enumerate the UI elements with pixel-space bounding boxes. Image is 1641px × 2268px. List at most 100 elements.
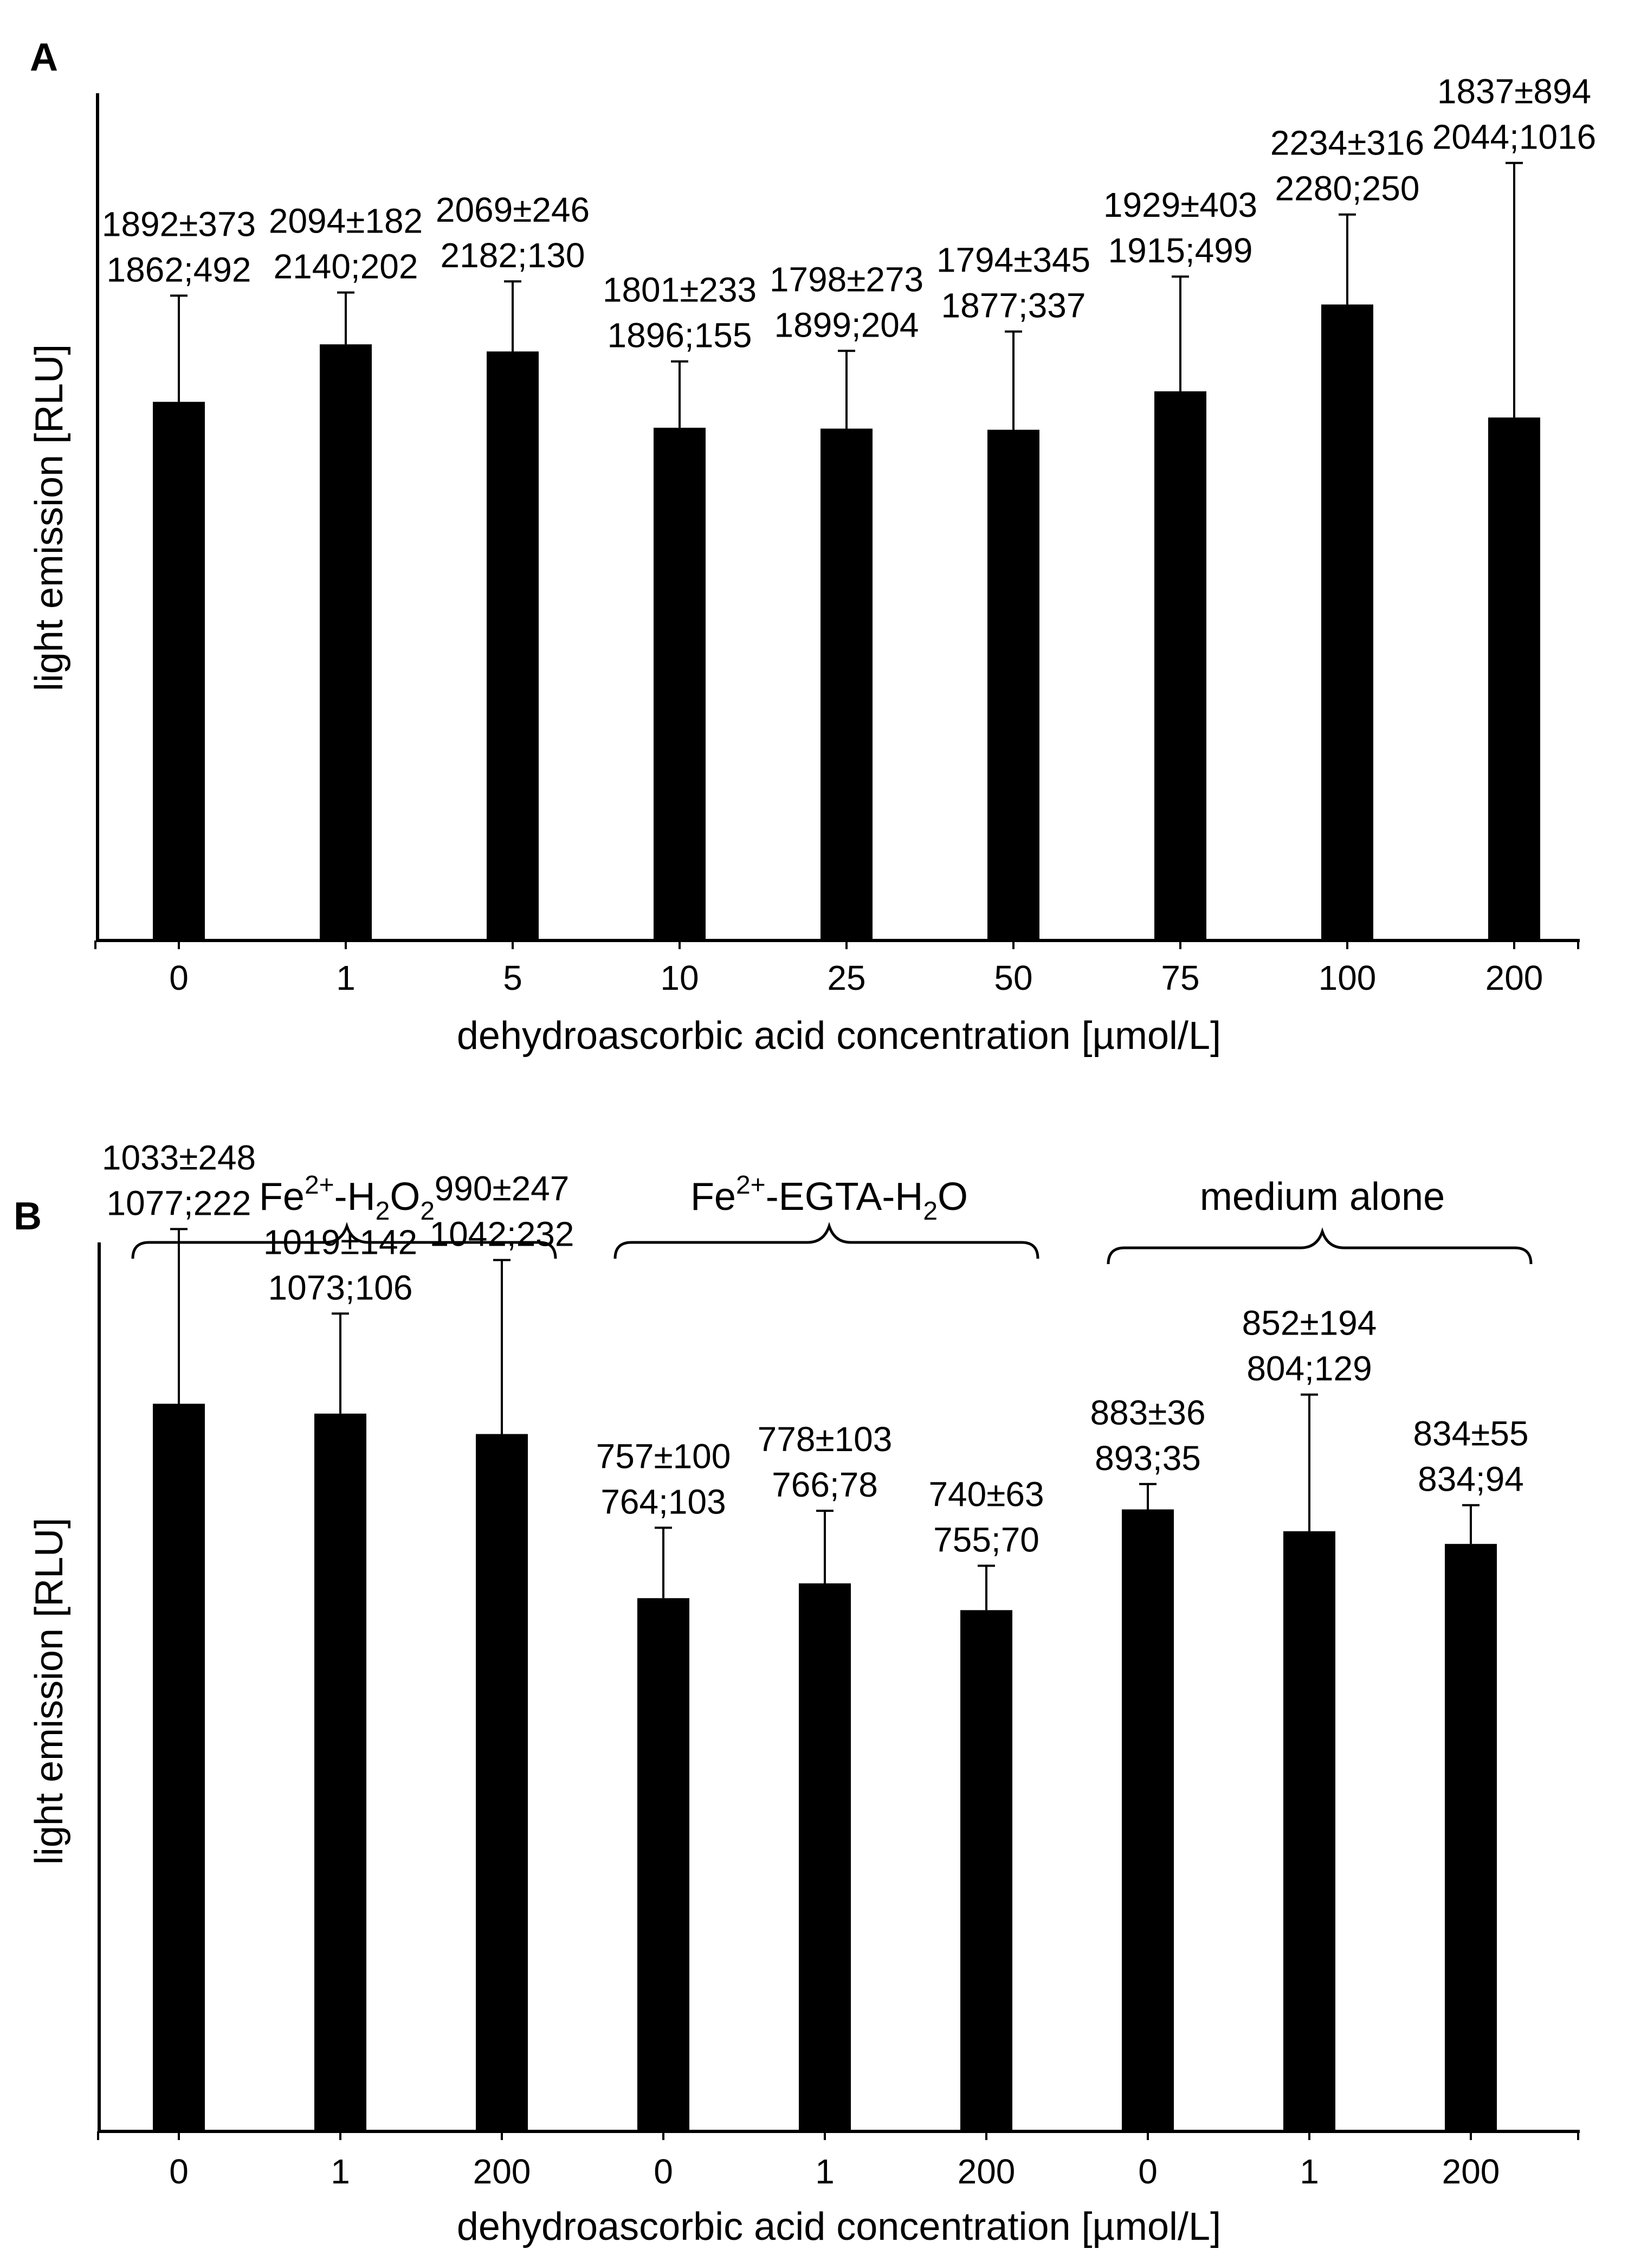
data-label-median-iqr-4: 1899;204: [774, 305, 919, 344]
bar-0: [153, 1403, 205, 2131]
panel-a-error-bars: [170, 162, 1523, 430]
data-label-mean-sd-1: 1019±142: [263, 1222, 417, 1261]
bar-2: [476, 1434, 528, 2131]
data-label-mean-sd-2: 990±247: [435, 1169, 570, 1208]
error-bar-8: [1506, 162, 1523, 418]
error-bar-4: [838, 350, 855, 429]
data-label-mean-sd-7: 852±194: [1242, 1304, 1377, 1343]
error-bar-6: [1172, 275, 1189, 391]
x-tick-label-8: 200: [1442, 2152, 1500, 2191]
bar-4: [799, 1583, 851, 2131]
x-tick-label-3: 10: [660, 958, 699, 997]
bar-7: [1321, 304, 1373, 941]
data-label-median-iqr-8: 2044;1016: [1432, 118, 1597, 157]
x-tick-label-6: 75: [1161, 958, 1199, 997]
x-tick-label-2: 5: [503, 958, 522, 997]
data-label-median-iqr-0: 1862;492: [107, 250, 251, 289]
data-label-median-iqr-3: 764;103: [600, 1482, 726, 1521]
bar-2: [487, 351, 539, 940]
bar-1: [320, 344, 372, 940]
panel-b: B Fe2+-H2O2 Fe2+-EGTA-H2O medium alone 1…: [14, 1138, 1580, 2248]
data-label-mean-sd-5: 1794±345: [936, 241, 1090, 280]
bar-0: [153, 402, 205, 940]
error-bar-5: [1005, 330, 1022, 430]
x-tick-label-7: 1: [1300, 2152, 1319, 2191]
error-bar-1: [332, 1312, 349, 1414]
error-bar-7: [1339, 213, 1356, 305]
panel-a-x-tick-labels: 0 1 5 10 25 50 75 100 200: [169, 958, 1543, 997]
bar-3: [654, 428, 706, 940]
bar-5: [960, 1610, 1012, 2131]
data-label-mean-sd-0: 1033±248: [102, 1138, 256, 1177]
x-tick-label-5: 50: [994, 958, 1032, 997]
data-label-mean-sd-3: 1801±233: [603, 270, 757, 310]
error-bar-8: [1462, 1504, 1480, 1544]
data-label-median-iqr-2: 1042;232: [430, 1215, 574, 1254]
data-label-median-iqr-0: 1077;222: [107, 1183, 251, 1222]
data-label-mean-sd-4: 1798±273: [770, 260, 923, 299]
data-label-median-iqr-1: 2140;202: [274, 247, 418, 286]
x-tick-label-1: 1: [331, 2152, 350, 2191]
error-bar-0: [170, 1228, 188, 1404]
panel-a-bars: [153, 304, 1540, 941]
panel-a-y-axis-title: light emission [RLU]: [28, 344, 71, 691]
group-label-fe-egta-h2o: Fe2+-EGTA-H2O: [690, 1171, 968, 1226]
bar-5: [987, 429, 1039, 940]
bar-6: [1122, 1509, 1174, 2131]
panel-b-bars: [153, 1403, 1497, 2131]
data-label-median-iqr-8: 834;94: [1418, 1460, 1524, 1499]
x-tick-label-3: 0: [654, 2152, 673, 2191]
data-label-mean-sd-5: 740±63: [928, 1475, 1044, 1514]
panel-a-x-axis-title: dehydroascorbic acid concentration [µmol…: [457, 1014, 1221, 1058]
x-tick-label-0: 0: [169, 958, 189, 997]
x-tick-label-5: 200: [958, 2152, 1016, 2191]
x-tick-label-6: 0: [1138, 2152, 1158, 2191]
error-bar-1: [337, 291, 354, 345]
bar-3: [637, 1598, 689, 2131]
data-label-mean-sd-7: 2234±316: [1270, 124, 1424, 163]
error-bar-6: [1139, 1483, 1157, 1510]
bar-7: [1283, 1531, 1335, 2131]
data-label-mean-sd-6: 883±36: [1090, 1393, 1205, 1432]
x-tick-label-4: 1: [815, 2152, 835, 2191]
data-label-median-iqr-5: 755;70: [933, 1520, 1039, 1560]
data-label-median-iqr-6: 893;35: [1095, 1439, 1201, 1478]
error-bar-2: [493, 1259, 511, 1434]
error-bar-3: [671, 360, 688, 428]
panel-b-label: B: [14, 1195, 42, 1238]
error-bar-3: [655, 1526, 672, 1599]
group-label-fe-h2o2: Fe2+-H2O2: [259, 1171, 435, 1226]
panel-b-error-bars: [170, 1228, 1480, 1610]
data-label-median-iqr-4: 766;78: [772, 1465, 878, 1504]
x-tick-label-4: 25: [827, 958, 865, 997]
bar-8: [1488, 417, 1540, 940]
error-bar-5: [978, 1564, 995, 1610]
panel-b-x-tick-labels: 0 1 200 0 1 200 0 1 200: [169, 2152, 1500, 2191]
data-label-mean-sd-3: 757±100: [596, 1436, 731, 1476]
group-label-medium-alone: medium alone: [1200, 1175, 1445, 1219]
panel-b-y-axis-title: light emission [RLU]: [28, 1518, 71, 1865]
x-tick-label-8: 200: [1485, 958, 1543, 997]
panel-a-x-ticks: [94, 940, 1579, 949]
data-label-median-iqr-5: 1877;337: [941, 286, 1086, 325]
data-label-mean-sd-8: 1837±894: [1437, 72, 1591, 111]
data-label-mean-sd-8: 834±55: [1413, 1414, 1528, 1453]
panel-b-x-axis-title: dehydroascorbic acid concentration [µmol…: [457, 2205, 1221, 2248]
bar-6: [1154, 391, 1206, 940]
data-label-mean-sd-6: 1929±403: [1103, 185, 1257, 224]
error-bar-4: [816, 1510, 834, 1583]
data-label-median-iqr-6: 1915;499: [1108, 231, 1253, 270]
data-label-mean-sd-2: 2069±246: [436, 190, 590, 229]
error-bar-0: [170, 294, 188, 402]
panel-a-label: A: [30, 36, 58, 79]
error-bar-7: [1301, 1393, 1318, 1531]
bar-4: [820, 428, 873, 940]
panel-a-annotations: 1892±373 1862;492 2094±182 2140;202 2069±246…: [102, 72, 1596, 355]
group-brace-medium-alone: [1107, 1227, 1533, 1265]
error-bar-2: [504, 280, 521, 352]
bar-1: [314, 1413, 366, 2131]
data-label-mean-sd-0: 1892±373: [102, 204, 256, 243]
x-tick-label-2: 200: [473, 2152, 531, 2191]
data-label-median-iqr-7: 2280;250: [1275, 169, 1420, 208]
data-label-median-iqr-1: 1073;106: [268, 1268, 413, 1307]
